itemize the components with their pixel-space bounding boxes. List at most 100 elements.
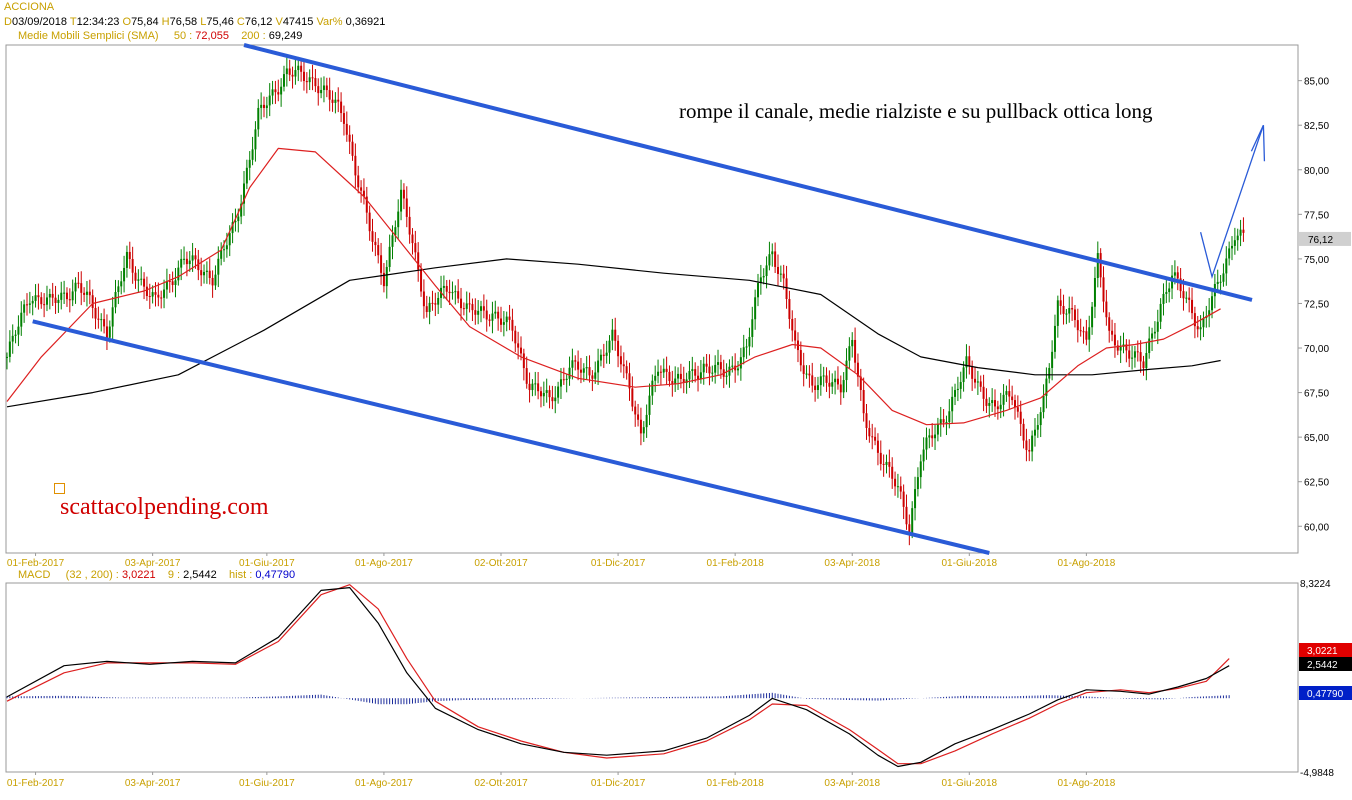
candle-body [11,335,14,342]
candle-body [311,77,314,79]
candle [1168,282,1171,303]
candle [105,314,108,350]
candle-body [725,375,728,377]
candle-body [579,369,582,373]
candle-body [405,198,408,217]
candle-body [842,380,845,393]
candle [163,279,166,309]
candle-body [225,245,228,250]
candle [1176,266,1179,291]
candle [411,228,414,255]
candle-body [994,400,997,407]
candle-body [83,292,86,295]
candle-body [34,295,37,301]
candle-body [836,378,839,385]
candle [420,263,423,297]
candle-body [954,390,957,397]
candle [1042,384,1045,419]
candle [385,260,388,299]
candle-body [554,397,557,402]
candle-body [1073,309,1076,321]
candle [542,381,545,407]
candle [505,311,508,332]
candle [1085,319,1088,346]
candle-body [1168,288,1171,293]
candle [1068,296,1071,323]
candle-body [88,291,91,296]
candle-body [1199,327,1202,330]
candle-body [728,366,731,376]
candle [1222,263,1225,287]
candle [1031,430,1034,462]
candle [280,78,283,107]
candle-body [340,101,343,114]
candle [308,69,311,91]
candle [294,57,297,85]
candle [956,376,959,402]
candle [751,306,754,348]
candle [60,281,63,310]
candle [631,376,634,412]
candle [1062,294,1065,325]
candle [360,180,363,203]
candle-body [337,99,340,102]
candle [617,335,620,368]
candle-body [465,303,468,309]
candle [585,356,588,380]
candle-body [1005,391,1008,395]
candle [151,285,154,304]
candle [220,242,223,266]
candle [1019,400,1022,436]
candle [240,194,243,225]
candle [1059,288,1062,315]
candle [528,372,531,403]
x-date-label: 03-Apr-2018 [824,558,880,569]
candle [859,368,862,401]
candle-body [936,424,939,435]
candle-body [451,292,454,294]
candle-body [234,221,237,223]
candle [1028,439,1031,462]
candle [274,80,277,104]
candle [1196,315,1199,338]
candle-body [320,89,323,94]
candle-body [559,379,562,387]
candle [340,92,343,122]
candle-body [148,296,151,298]
candle [474,298,477,325]
candle-body [25,304,28,306]
candle [51,282,54,306]
candle-body [619,356,622,365]
candle [554,386,557,414]
candle [717,349,720,375]
candle [291,66,294,89]
y-tick-label: 65,00 [1304,433,1329,444]
candle-body [799,350,802,366]
candle [1048,363,1051,384]
candle [522,348,525,381]
candle-body [268,95,271,106]
candle-body [1182,291,1185,299]
candle-body [445,285,448,292]
candle-body [51,293,54,298]
macd-x-date-label: 01-Giu-2018 [942,778,998,789]
candle [374,232,377,257]
candle [899,476,902,500]
macd-value-tag-box [1299,643,1352,657]
candle-body [682,379,685,383]
candle [217,246,220,288]
candle-body [948,411,951,423]
channel-lower-line [32,319,990,555]
marker-square-icon [54,483,65,494]
candle [1093,266,1096,319]
macd-x-date-label: 01-Ago-2017 [355,778,413,789]
y-tick-label: 77,50 [1304,210,1329,221]
candle-body [551,397,554,402]
candle-body [260,104,263,108]
candle [688,361,691,388]
candle-body [974,378,977,383]
candle [819,363,822,396]
candle-body [357,175,360,188]
candle [1145,342,1148,381]
macd-x-date-label: 03-Apr-2018 [824,778,880,789]
